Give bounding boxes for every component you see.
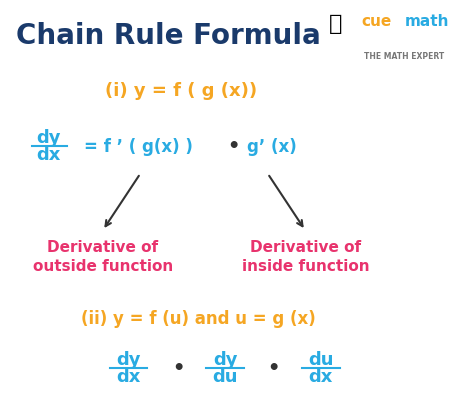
Text: dx: dx bbox=[309, 367, 333, 385]
Text: = f ’ ( g(x) ): = f ’ ( g(x) ) bbox=[84, 137, 193, 155]
Text: du: du bbox=[212, 367, 238, 385]
Text: •: • bbox=[267, 358, 280, 377]
Text: •: • bbox=[172, 358, 184, 377]
Text: math: math bbox=[404, 13, 449, 29]
Text: g’ (x): g’ (x) bbox=[247, 137, 297, 155]
Text: dx: dx bbox=[117, 367, 141, 385]
Text: dy: dy bbox=[36, 128, 61, 146]
Text: Derivative of
inside function: Derivative of inside function bbox=[242, 239, 369, 274]
Text: •: • bbox=[227, 137, 239, 156]
Text: dx: dx bbox=[36, 146, 61, 164]
Text: Derivative of
outside function: Derivative of outside function bbox=[33, 239, 173, 274]
Text: 🚀: 🚀 bbox=[329, 13, 342, 34]
Text: (i) y = f ( g (x)): (i) y = f ( g (x)) bbox=[105, 82, 257, 100]
Text: Chain Rule Formula: Chain Rule Formula bbox=[16, 22, 320, 49]
Text: du: du bbox=[308, 350, 334, 368]
Text: THE MATH EXPERT: THE MATH EXPERT bbox=[364, 52, 445, 61]
Text: cue: cue bbox=[362, 13, 392, 29]
Text: dy: dy bbox=[117, 350, 141, 368]
Text: (ii) y = f (u) and u = g (x): (ii) y = f (u) and u = g (x) bbox=[82, 309, 316, 327]
Text: dy: dy bbox=[213, 350, 237, 368]
